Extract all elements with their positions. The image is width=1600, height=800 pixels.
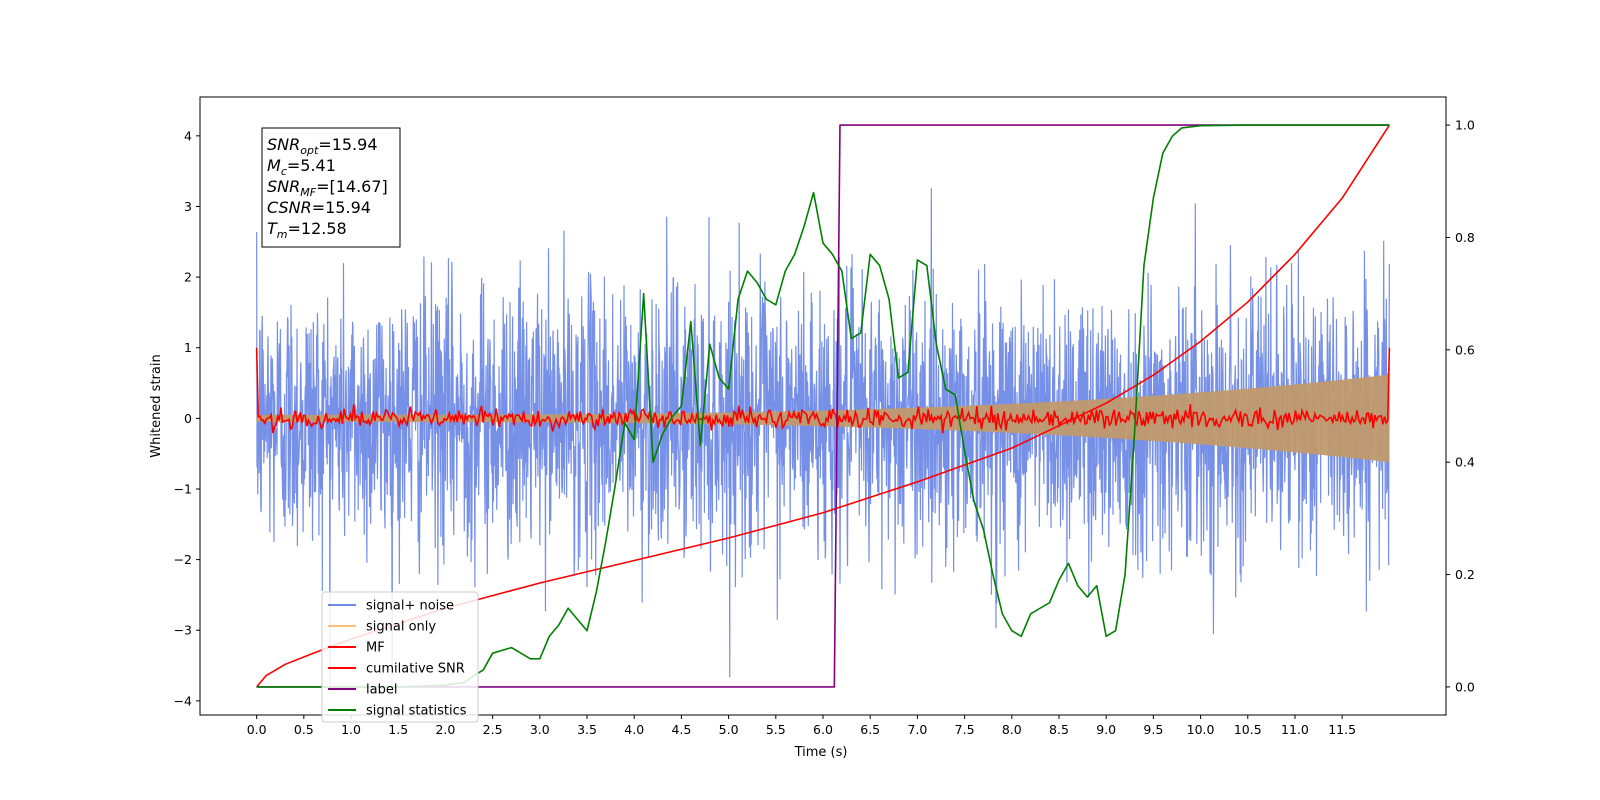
- x-tick-label: 7.0: [907, 722, 927, 737]
- legend-entry: signal+ noise: [366, 599, 454, 614]
- series-mf: [255, 347, 1391, 434]
- y-tick-label: 1: [184, 340, 192, 355]
- y-tick-label: 2: [184, 270, 192, 285]
- x-tick-label: 4.5: [671, 722, 691, 737]
- x-tick-label: 1.0: [341, 722, 361, 737]
- x-tick-label: 9.5: [1143, 722, 1163, 737]
- y-axis-label: Whitened strain: [149, 354, 164, 457]
- x-tick-label: 4.0: [624, 722, 644, 737]
- x-tick-label: 2.5: [483, 722, 503, 737]
- x-tick-label: 3.0: [530, 722, 550, 737]
- x-tick-label: 0.5: [294, 722, 314, 737]
- x-axis-ticks: 0.0 0.5 1.0 1.5 2.0 2.5 3.0 3.5 4.0 4.5 5.0 5.5 6.0 6…: [247, 715, 1356, 737]
- legend-entry: MF: [366, 641, 385, 656]
- y-tick-label: −4: [174, 693, 192, 708]
- y2-tick-label: 1.0: [1455, 118, 1475, 133]
- legend: signal+ noise signal only MF cumilative SNR…: [321, 591, 479, 723]
- x-tick-label: 5.0: [719, 722, 739, 737]
- series-cumulative-snr: [256, 124, 1391, 688]
- x-tick-label: 7.5: [955, 722, 975, 737]
- y2-tick-label: 0.4: [1455, 455, 1475, 470]
- stats-annotation-box: SNRopt=15.94Mc=5.41SNRMF=[14.67]CSNR=15.…: [261, 127, 401, 248]
- legend-entry: label: [366, 683, 397, 698]
- y-tick-label: 0: [184, 411, 192, 426]
- x-tick-label: 10.5: [1234, 722, 1262, 737]
- x-tick-label: 2.0: [435, 722, 455, 737]
- legend-entry: signal only: [366, 620, 436, 635]
- y-tick-label: 3: [184, 199, 192, 214]
- x-tick-label: 11.0: [1281, 722, 1309, 737]
- x-tick-label: 6.5: [860, 722, 880, 737]
- series-signal-statistics: [256, 124, 1390, 688]
- annotation-frame: [261, 127, 401, 248]
- x-axis-label: Time (s): [794, 745, 848, 760]
- x-tick-label: 8.5: [1049, 722, 1069, 737]
- annotation-line: SNRMF=[14.67]: [267, 177, 388, 199]
- y-tick-label: 4: [184, 128, 192, 143]
- x-tick-label: 1.5: [388, 722, 408, 737]
- y2-tick-label: 0.0: [1455, 679, 1475, 694]
- series-label: [256, 124, 1390, 688]
- x-tick-label: 5.5: [766, 722, 786, 737]
- y-tick-label: −2: [174, 552, 192, 567]
- annotation-line: CSNR=15.94: [267, 198, 371, 217]
- y-tick-label: −3: [174, 623, 192, 638]
- y2-tick-label: 0.6: [1455, 342, 1475, 357]
- x-tick-label: 0.0: [247, 722, 267, 737]
- annotation-line: SNRopt=15.94: [267, 135, 378, 157]
- y-axis-ticks: 4 3 2 1 0 −1 −2 −3 −4: [174, 128, 200, 708]
- x-tick-label: 10.0: [1187, 722, 1215, 737]
- y-tick-label: −1: [174, 481, 192, 496]
- series-layer: [255, 124, 1391, 688]
- x-tick-label: 11.5: [1328, 722, 1356, 737]
- series-signal-only: [256, 374, 1390, 463]
- legend-frame: [321, 591, 479, 723]
- x-tick-label: 6.0: [813, 722, 833, 737]
- legend-entry: signal statistics: [366, 704, 467, 719]
- x-tick-label: 8.0: [1002, 722, 1022, 737]
- x-tick-label: 3.5: [577, 722, 597, 737]
- y2-axis-ticks: 1.0 0.8 0.6 0.4 0.2 0.0: [1446, 118, 1475, 694]
- legend-entry: cumilative SNR: [366, 662, 465, 677]
- x-tick-label: 9.0: [1096, 722, 1116, 737]
- annotation-line: Mc=5.41: [267, 156, 336, 178]
- annotation-line: Tm=12.58: [267, 219, 347, 241]
- y2-tick-label: 0.8: [1455, 230, 1475, 245]
- y2-tick-label: 0.2: [1455, 567, 1475, 582]
